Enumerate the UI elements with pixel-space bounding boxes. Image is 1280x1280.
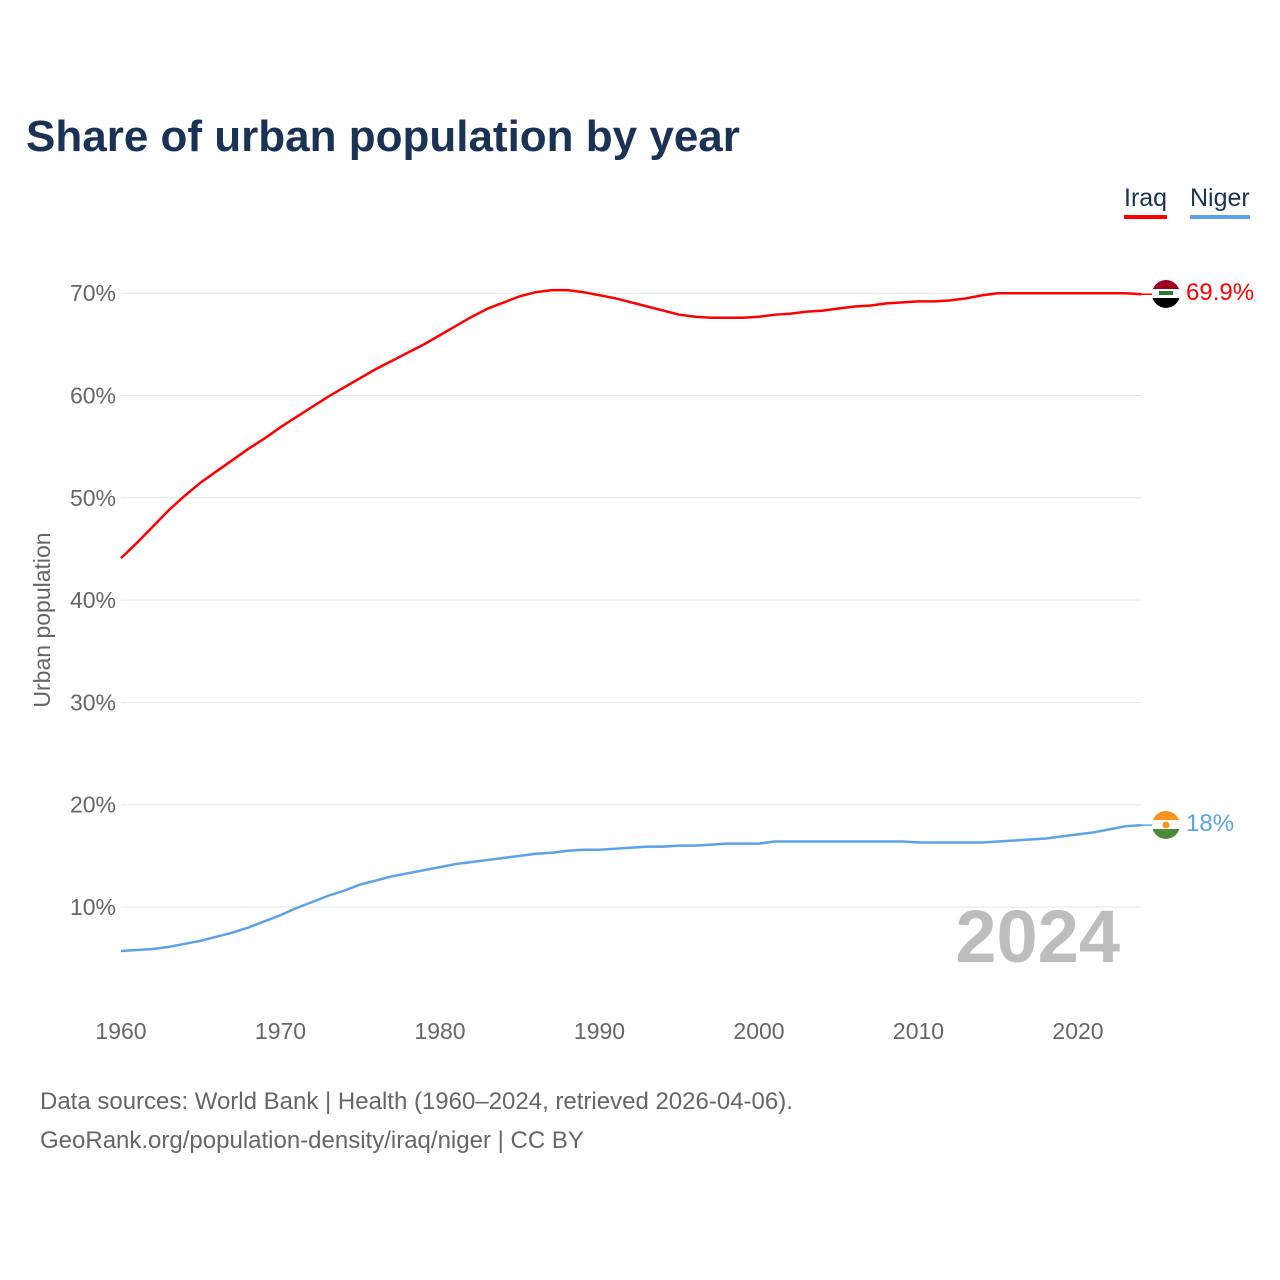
niger-end-label: 18% — [1186, 810, 1234, 837]
legend-niger[interactable]: Niger — [1190, 184, 1250, 219]
x-tick-label: 1960 — [95, 1018, 146, 1044]
x-tick-label: 2000 — [733, 1018, 784, 1044]
x-tick-label: 2020 — [1052, 1018, 1103, 1044]
y-tick-label: 20% — [70, 792, 116, 818]
legend-iraq[interactable]: Iraq — [1124, 184, 1168, 219]
y-tick-label: 30% — [70, 689, 116, 715]
niger-flag-icon — [1152, 811, 1180, 839]
series-line-niger — [120, 823, 1142, 953]
iraq-flag-icon — [1152, 280, 1180, 308]
y-axis-label: Urban population — [29, 532, 55, 707]
y-tick-label: 10% — [70, 894, 116, 920]
y-tick-label: 40% — [70, 587, 116, 613]
chart-title: Share of urban population by year — [26, 112, 740, 161]
y-tick-label: 70% — [70, 280, 116, 306]
year-watermark: 2024 — [955, 895, 1120, 978]
footer-link[interactable]: GeoRank.org/population-density/iraq/nige… — [40, 1127, 584, 1154]
x-tick-label: 2010 — [893, 1018, 944, 1044]
iraq-end-label: 69.9% — [1186, 279, 1254, 306]
footer-sources: Data sources: World Bank | Health (1960–… — [40, 1088, 793, 1115]
x-tick-label: 1980 — [414, 1018, 465, 1044]
y-tick-label: 50% — [70, 485, 116, 511]
x-tick-label: 1970 — [255, 1018, 306, 1044]
series-line-iraq — [120, 288, 1142, 560]
y-tick-label: 60% — [70, 383, 116, 409]
x-tick-label: 1990 — [574, 1018, 625, 1044]
